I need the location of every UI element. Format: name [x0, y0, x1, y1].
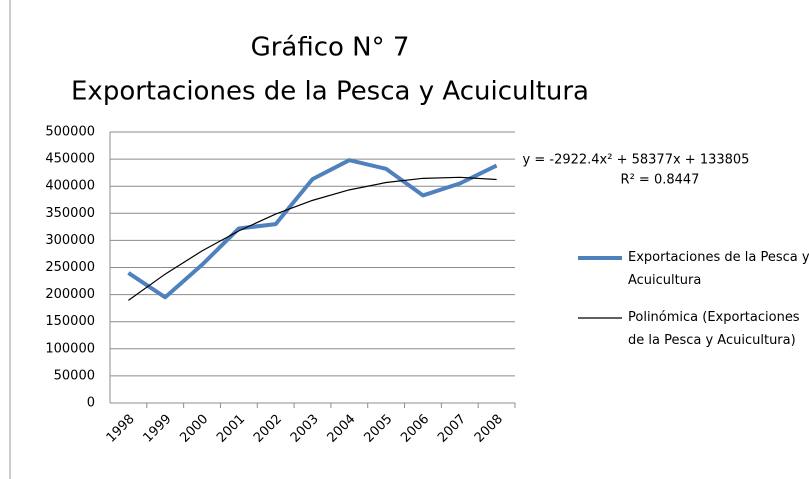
x-tick-label: 2007: [435, 412, 469, 446]
x-tick-label: 2003: [288, 412, 322, 446]
y-tick-label: 500000: [45, 125, 95, 140]
x-tick-label: 2002: [251, 412, 285, 446]
x-tick-label: 2000: [177, 412, 211, 446]
trend-r2: R² = 0.8447: [621, 173, 700, 188]
x-tick-label: 2006: [398, 412, 432, 446]
y-tick-label: 250000: [45, 260, 95, 275]
trend-line: [128, 176, 497, 301]
trend-equation: y = -2922.4x² + 58377x + 133805: [523, 153, 750, 168]
y-tick-label: 300000: [45, 233, 95, 248]
x-tick-label: 2004: [325, 412, 359, 446]
y-tick-label: 450000: [45, 152, 95, 167]
chart-title: Gráfico N° 7: [251, 33, 410, 63]
chart-subtitle: Exportaciones de la Pesca y Acuicultura: [71, 77, 589, 107]
y-tick-label: 200000: [45, 287, 95, 302]
data-line: [127, 158, 498, 300]
x-tick-label: 1999: [141, 412, 175, 446]
legend-label: Polinómica (Exportaciones de la Pesca y …: [628, 310, 800, 348]
y-tick-label: 50000: [54, 368, 95, 383]
x-tick-label: 2005: [361, 412, 395, 446]
y-tick-label: 100000: [45, 341, 95, 356]
x-tick-label: 2001: [214, 412, 248, 446]
x-tick-label: 1998: [104, 412, 138, 446]
legend-label: Exportaciones de la Pesca y Acuicultura: [628, 250, 809, 288]
x-tick-label: 2008: [472, 412, 506, 446]
y-tick-label: 150000: [45, 314, 95, 329]
y-tick-label: 400000: [45, 179, 95, 194]
y-tick-label: 0: [87, 396, 95, 411]
y-tick-label: 350000: [45, 206, 95, 221]
